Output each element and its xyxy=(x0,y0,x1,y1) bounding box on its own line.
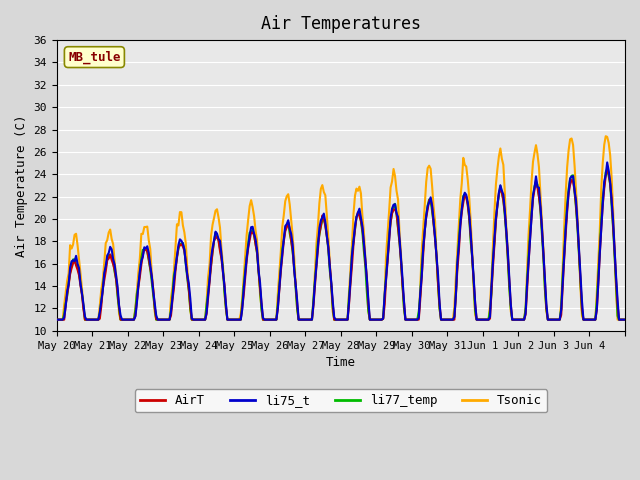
Legend: AirT, li75_t, li77_temp, Tsonic: AirT, li75_t, li77_temp, Tsonic xyxy=(134,389,547,412)
Y-axis label: Air Temperature (C): Air Temperature (C) xyxy=(15,114,28,257)
X-axis label: Time: Time xyxy=(326,356,356,369)
Text: MB_tule: MB_tule xyxy=(68,50,121,64)
Title: Air Temperatures: Air Temperatures xyxy=(261,15,421,33)
